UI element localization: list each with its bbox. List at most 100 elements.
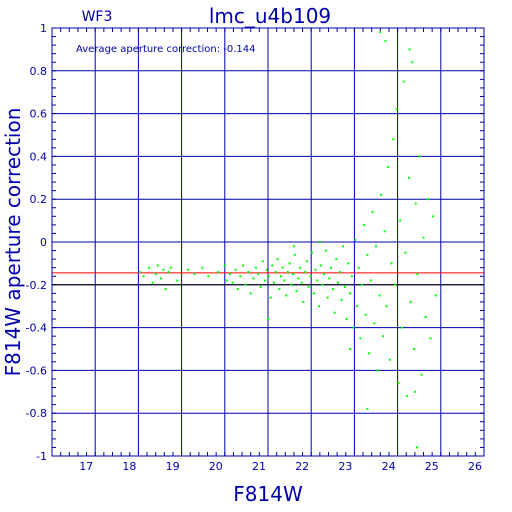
data-point <box>349 292 352 295</box>
data-point <box>267 318 269 321</box>
data-point <box>406 395 409 398</box>
data-point <box>426 198 429 201</box>
data-point <box>404 251 407 254</box>
data-point <box>317 305 320 308</box>
x-tick-label: 24 <box>382 460 396 473</box>
data-point <box>162 268 165 271</box>
data-point <box>411 61 414 64</box>
data-point <box>407 176 410 179</box>
data-point <box>285 294 288 297</box>
data-point <box>381 335 384 338</box>
grid <box>51 27 485 457</box>
data-point <box>241 264 244 267</box>
data-point <box>271 264 274 267</box>
data-point <box>304 270 307 273</box>
data-point <box>357 266 360 269</box>
y-tick-label: 0.6 <box>30 108 48 121</box>
x-tick-label: 26 <box>468 460 482 473</box>
data-point <box>207 275 210 278</box>
data-point <box>414 202 417 205</box>
data-point <box>422 236 425 239</box>
y-tick-label: 0 <box>40 236 47 249</box>
data-point <box>283 279 286 282</box>
data-point <box>385 305 388 308</box>
data-point <box>366 407 369 410</box>
data-point <box>413 348 416 350</box>
data-point <box>244 283 247 286</box>
data-point <box>373 322 376 325</box>
data-point <box>434 294 437 297</box>
data-point <box>312 292 315 295</box>
data-point <box>148 266 151 269</box>
data-point <box>335 258 338 261</box>
data-point <box>302 300 305 303</box>
data-point <box>361 283 364 286</box>
data-point <box>352 326 355 329</box>
average-annotation: Average aperture correction: -0.144 <box>76 44 256 55</box>
data-point <box>288 262 291 265</box>
data-point <box>347 262 350 265</box>
data-point <box>236 288 239 291</box>
x-tick-label: 23 <box>338 460 352 473</box>
data-point <box>187 268 190 271</box>
data-point <box>418 155 421 158</box>
data-points <box>138 31 437 449</box>
data-point <box>392 138 395 141</box>
data-point <box>138 270 141 273</box>
y-tick-label: 0.2 <box>30 193 48 206</box>
y-tick-label: -0.8 <box>26 407 47 420</box>
data-point <box>267 275 270 278</box>
data-point <box>239 275 242 278</box>
data-point <box>231 281 234 284</box>
data-point <box>390 262 393 265</box>
data-point <box>432 215 435 218</box>
data-point <box>279 275 282 278</box>
data-point <box>330 266 333 269</box>
data-point <box>378 294 381 297</box>
data-point <box>340 298 343 301</box>
data-point <box>342 245 345 248</box>
data-point <box>156 264 159 267</box>
data-point <box>318 241 321 243</box>
data-point <box>286 270 289 273</box>
data-point <box>234 268 237 271</box>
data-point <box>274 270 277 273</box>
data-point <box>247 270 250 273</box>
data-point <box>217 270 220 273</box>
data-point <box>416 446 419 449</box>
panel-label: WF3 <box>82 9 113 25</box>
data-point <box>416 273 419 276</box>
data-point <box>278 288 281 291</box>
data-point <box>336 281 339 284</box>
plot-frame <box>51 27 485 457</box>
data-point <box>420 373 423 376</box>
data-point <box>273 281 276 284</box>
y-axis-label: F814W aperture correction <box>1 108 25 377</box>
data-point <box>300 281 303 284</box>
data-point <box>409 300 412 303</box>
x-axis-label: F814W <box>233 482 303 506</box>
data-point <box>254 266 257 269</box>
data-point <box>276 258 279 261</box>
data-point <box>167 270 170 273</box>
data-point <box>290 283 293 286</box>
y-tick-label: -0.6 <box>26 364 47 377</box>
data-point <box>384 39 387 42</box>
reference-lines <box>52 272 484 286</box>
data-point <box>388 358 391 361</box>
x-tick-label: 21 <box>252 460 266 473</box>
y-tick-label: 0.8 <box>30 65 48 78</box>
data-point <box>259 285 262 288</box>
data-point <box>413 390 416 393</box>
data-point <box>228 273 231 276</box>
data-point <box>368 352 371 355</box>
data-point <box>314 268 317 271</box>
data-point <box>350 275 353 278</box>
data-point <box>397 382 400 385</box>
x-tick-label: 17 <box>79 460 93 473</box>
x-tick-label: 22 <box>295 460 309 473</box>
data-point <box>176 279 179 282</box>
data-point <box>326 296 329 299</box>
data-point <box>305 260 308 263</box>
